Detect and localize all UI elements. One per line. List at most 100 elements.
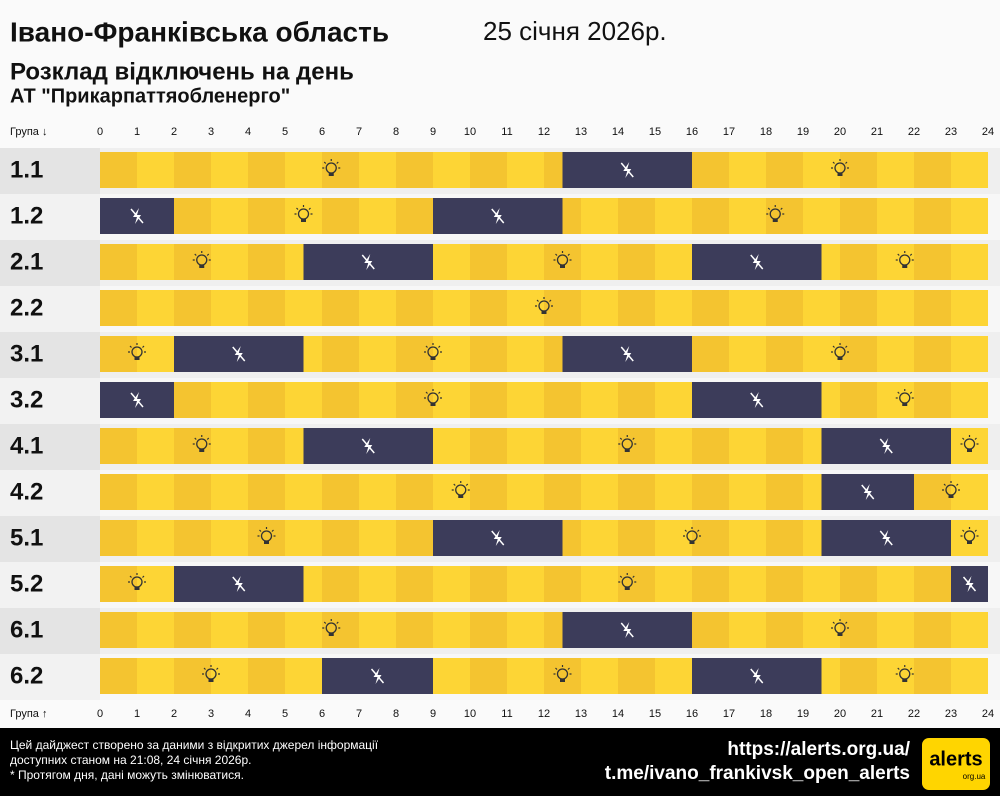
row: 6.2 bbox=[0, 654, 1000, 700]
on-stripe bbox=[803, 566, 840, 602]
on-stripe bbox=[433, 336, 470, 372]
on-stripe bbox=[914, 290, 951, 326]
on-stripe bbox=[396, 474, 433, 510]
bolt-icon bbox=[491, 208, 505, 224]
bulb-icon bbox=[902, 679, 908, 682]
on-stripe bbox=[507, 244, 544, 280]
bulb-icon bbox=[128, 573, 146, 583]
x-tick-label: 15 bbox=[649, 126, 661, 138]
on-stripe bbox=[951, 612, 988, 648]
on-stripe bbox=[618, 566, 655, 602]
footer-note: * Протягом дня, дані можуть змінюватися. bbox=[10, 768, 244, 782]
x-tick-label: 14 bbox=[612, 708, 624, 720]
on-stripe bbox=[100, 658, 137, 694]
subtitle: Розклад відключень на день bbox=[10, 58, 354, 85]
on-stripe bbox=[470, 152, 507, 188]
footer-note: доступних станом на 21:08, 24 січня 2026… bbox=[10, 753, 251, 767]
on-stripe bbox=[137, 520, 174, 556]
on-stripe bbox=[248, 474, 285, 510]
on-stripe bbox=[433, 244, 470, 280]
on-stripe bbox=[914, 658, 951, 694]
row-label-bg bbox=[0, 286, 100, 332]
on-stripe bbox=[137, 612, 174, 648]
bulb-icon bbox=[192, 435, 211, 445]
on-stripe bbox=[359, 152, 396, 188]
on-stripe bbox=[470, 290, 507, 326]
on-stripe bbox=[655, 244, 692, 280]
on-stripe bbox=[877, 244, 914, 280]
on-stripe bbox=[433, 658, 470, 694]
row-label-bg bbox=[0, 240, 100, 286]
on-stripe bbox=[692, 290, 729, 326]
on-stripe bbox=[729, 520, 766, 556]
bulb-icon bbox=[257, 527, 276, 537]
x-tick-label: 8 bbox=[393, 126, 399, 138]
on-stripe bbox=[729, 336, 766, 372]
on-stripe bbox=[877, 612, 914, 648]
on-stripe bbox=[396, 152, 433, 188]
footer-note: Цей дайджест створено за даними з відкри… bbox=[10, 738, 379, 752]
on-stripe bbox=[655, 520, 692, 556]
on-stripe bbox=[211, 382, 248, 418]
bulb-icon bbox=[541, 311, 547, 314]
footer-link[interactable]: https://alerts.org.ua/ bbox=[727, 739, 910, 760]
on-stripe bbox=[248, 244, 285, 280]
on-stripe bbox=[729, 474, 766, 510]
on-stripe bbox=[803, 612, 840, 648]
on-stripe bbox=[914, 336, 951, 372]
bolt-icon bbox=[361, 438, 375, 454]
on-stripe bbox=[729, 290, 766, 326]
row: 6.1 bbox=[0, 608, 1000, 654]
bulb-icon bbox=[553, 251, 572, 261]
on-stripe bbox=[211, 474, 248, 510]
on-stripe bbox=[211, 658, 248, 694]
on-stripe bbox=[729, 152, 766, 188]
group-label: 1.2 bbox=[10, 202, 43, 229]
footer-bg bbox=[0, 728, 1000, 796]
bulb-icon bbox=[960, 435, 979, 445]
on-stripe bbox=[729, 198, 766, 234]
on-stripe bbox=[581, 244, 618, 280]
on-stripe bbox=[655, 566, 692, 602]
on-stripe bbox=[433, 612, 470, 648]
on-stripe bbox=[433, 290, 470, 326]
on-stripe bbox=[100, 336, 137, 372]
x-tick-label: 20 bbox=[834, 126, 846, 138]
on-stripe bbox=[951, 382, 988, 418]
bulb-icon bbox=[895, 665, 914, 675]
on-stripe bbox=[100, 474, 137, 510]
on-stripe bbox=[914, 382, 951, 418]
on-stripe bbox=[211, 290, 248, 326]
on-stripe bbox=[618, 198, 655, 234]
on-stripe bbox=[914, 244, 951, 280]
on-stripe bbox=[544, 566, 581, 602]
on-stripe bbox=[433, 566, 470, 602]
x-tick-label: 23 bbox=[945, 708, 957, 720]
on-stripe bbox=[211, 428, 248, 464]
bulb-icon bbox=[902, 403, 908, 406]
bulb-icon bbox=[837, 173, 843, 176]
footer-link[interactable]: t.me/ivano_frankivsk_open_alerts bbox=[605, 763, 910, 784]
on-stripe bbox=[211, 612, 248, 648]
group-label: 3.2 bbox=[10, 386, 43, 413]
on-stripe bbox=[951, 290, 988, 326]
on-stripe bbox=[322, 612, 359, 648]
on-stripe bbox=[544, 428, 581, 464]
on-stripe bbox=[470, 612, 507, 648]
on-stripe bbox=[581, 198, 618, 234]
bulb-icon bbox=[837, 357, 843, 360]
bulb-icon bbox=[618, 435, 637, 445]
x-tick-label: 11 bbox=[501, 126, 512, 138]
bolt-icon bbox=[491, 530, 505, 546]
on-stripe bbox=[840, 198, 877, 234]
x-tick-label: 16 bbox=[686, 708, 698, 720]
row-label-bg bbox=[0, 194, 100, 240]
x-tick-label: 7 bbox=[356, 126, 362, 138]
axis-label-bottom: Група ↑ bbox=[10, 708, 47, 720]
on-stripe bbox=[877, 290, 914, 326]
bulb-icon bbox=[199, 449, 205, 452]
bulb-icon bbox=[689, 541, 695, 544]
on-stripe bbox=[174, 474, 211, 510]
on-stripe bbox=[396, 198, 433, 234]
on-stripe bbox=[877, 336, 914, 372]
